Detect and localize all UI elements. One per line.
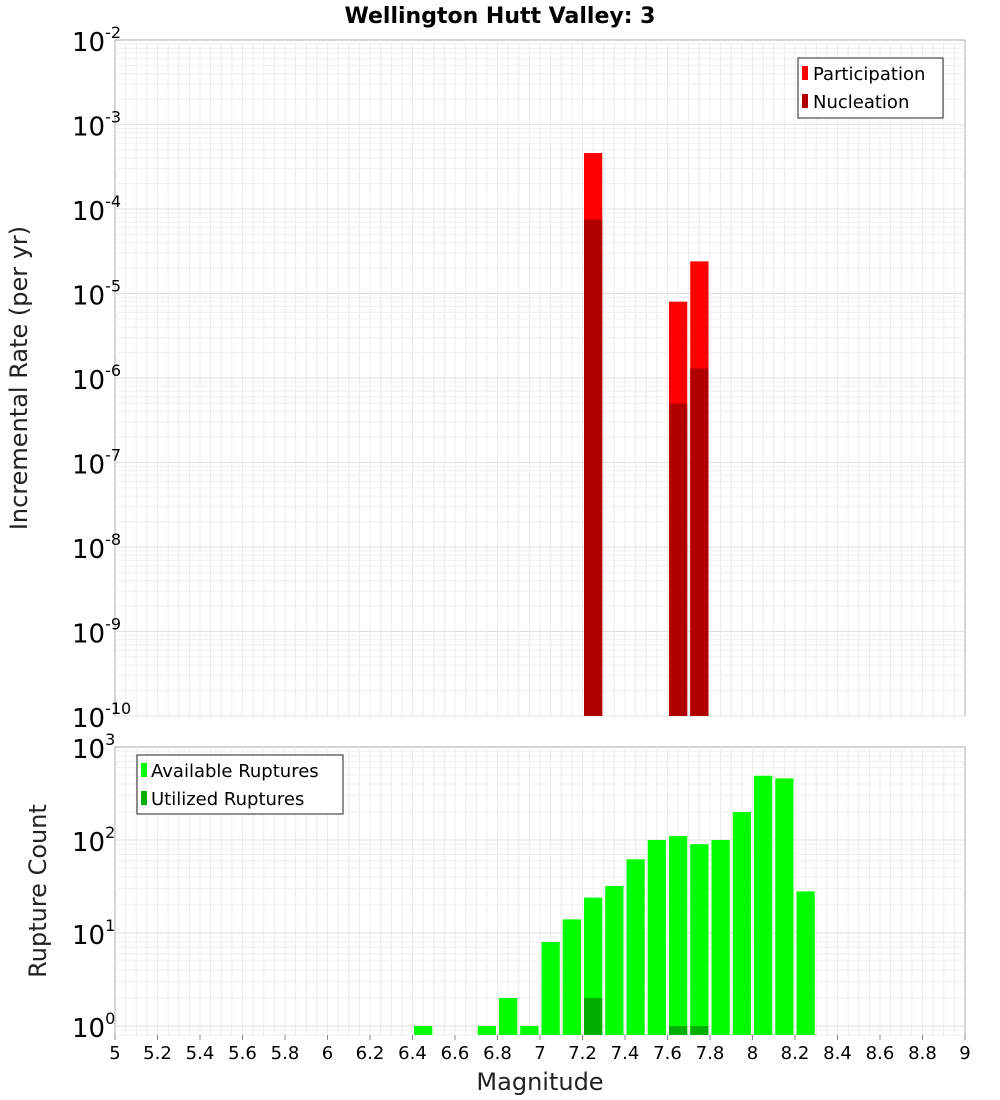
bottom-bar-a	[562, 919, 581, 1035]
bottom-bar-a	[711, 839, 730, 1035]
top-y-axis-label: Incremental Rate (per yr)	[5, 226, 33, 530]
top-legend: Participation Nucleation	[797, 57, 944, 119]
bottom-bar-a	[477, 1025, 496, 1035]
bottom-bar-a	[605, 886, 624, 1035]
x-tick-label: 6.2	[356, 1043, 385, 1064]
bottom-y-tick-label: 102	[72, 823, 115, 858]
top-y-tick-label: 10-8	[72, 530, 121, 565]
x-tick-label: 5.8	[271, 1043, 300, 1064]
x-tick-label: 8.8	[908, 1043, 937, 1064]
top-y-tick-label: 10-9	[72, 615, 121, 650]
top-bars	[584, 152, 709, 717]
legend-swatch-nucleation	[802, 94, 808, 108]
bottom-bar-a	[647, 839, 666, 1035]
x-tick-label: 7.8	[696, 1043, 725, 1064]
bottom-bar-a	[541, 942, 560, 1035]
bottom-y-tick-label: 103	[72, 730, 115, 765]
bottom-bar-a	[690, 844, 709, 1035]
x-tick-label: 5.4	[186, 1043, 215, 1064]
legend-label-utilized: Utilized Ruptures	[151, 789, 304, 810]
x-tick-label: 5	[109, 1043, 120, 1064]
top-y-tick-label: 10-5	[72, 277, 121, 312]
x-tick-label: 6	[322, 1043, 333, 1064]
x-tick-label: 6.6	[441, 1043, 470, 1064]
chart-title: Wellington Hutt Valley: 3	[345, 4, 656, 29]
bottom-bar-b	[584, 997, 603, 1035]
legend-swatch-utilized	[141, 791, 147, 805]
top-bar-b	[669, 403, 688, 716]
bottom-bar-a	[414, 1025, 433, 1035]
x-tick-label: 5.2	[143, 1043, 172, 1064]
bottom-y-tick-label: 100	[72, 1009, 115, 1044]
bottom-y-axis-label: Rupture Count	[24, 804, 52, 978]
bottom-plot: 100 101 102 103 5 5.2 5.4 5.6 5.8 6 6.2 6.4 6.6 6.8 7…	[24, 730, 971, 1096]
bottom-y-tick-label: 101	[72, 916, 115, 951]
top-y-tick-label: 10-4	[72, 192, 121, 227]
top-y-tick-label: 10-3	[72, 108, 121, 143]
bottom-bar-a	[796, 891, 815, 1035]
x-tick-label: 7.2	[568, 1043, 597, 1064]
top-y-tick-label: 10-7	[72, 446, 121, 481]
x-tick-label: 6.8	[483, 1043, 512, 1064]
top-plot: 10-10 10-9 10-8 10-7 10-6 10-5 10-4 10-3 10-2 In…	[5, 23, 966, 734]
x-tick-label: 8.4	[823, 1043, 852, 1064]
x-tick-label: 8.6	[866, 1043, 895, 1064]
top-y-tick-labels: 10-10 10-9 10-8 10-7 10-6 10-5 10-4 10-3 10-2	[72, 23, 131, 734]
top-y-tick-label: 10-2	[72, 23, 121, 58]
bottom-legend: Available Ruptures Utilized Ruptures	[136, 754, 344, 815]
bottom-bar-a	[754, 775, 773, 1035]
legend-label-participation: Participation	[813, 64, 925, 85]
top-bar-b	[584, 219, 603, 717]
bottom-bar-b	[669, 1025, 688, 1035]
legend-label-nucleation: Nucleation	[813, 92, 909, 113]
bottom-y-tick-labels: 100 101 102 103	[72, 730, 115, 1044]
x-tick-label: 5.6	[228, 1043, 257, 1064]
x-tick-label: 7.4	[611, 1043, 640, 1064]
x-axis-label: Magnitude	[476, 1068, 603, 1096]
bottom-bars	[414, 775, 815, 1035]
top-grid	[115, 40, 965, 717]
bottom-bar-b	[690, 1025, 709, 1035]
bottom-bar-a	[775, 778, 794, 1035]
legend-swatch-participation	[802, 66, 808, 80]
legend-label-available: Available Ruptures	[151, 761, 319, 782]
x-tick-label: 6.4	[398, 1043, 427, 1064]
legend-swatch-available	[141, 763, 147, 777]
x-tick-labels: 5 5.2 5.4 5.6 5.8 6 6.2 6.4 6.6 6.8 7 7.2 7.4 7.6 7.8 8…	[109, 1035, 971, 1064]
top-legend-box	[797, 57, 944, 119]
top-y-tick-label: 10-6	[72, 361, 121, 396]
bottom-bar-a	[626, 859, 645, 1035]
bottom-bar-a	[499, 997, 518, 1035]
bottom-legend-box	[136, 754, 344, 815]
x-tick-label: 8	[747, 1043, 758, 1064]
x-tick-label: 8.2	[781, 1043, 810, 1064]
bottom-bar-a	[520, 1025, 539, 1035]
top-bar-b	[690, 368, 709, 716]
top-y-tick-label: 10-10	[72, 699, 131, 734]
x-tick-label: 9	[959, 1043, 970, 1064]
bottom-bar-a	[669, 836, 688, 1035]
x-tick-label: 7	[534, 1043, 545, 1064]
x-tick-label: 7.6	[653, 1043, 682, 1064]
bottom-bar-a	[732, 812, 751, 1035]
